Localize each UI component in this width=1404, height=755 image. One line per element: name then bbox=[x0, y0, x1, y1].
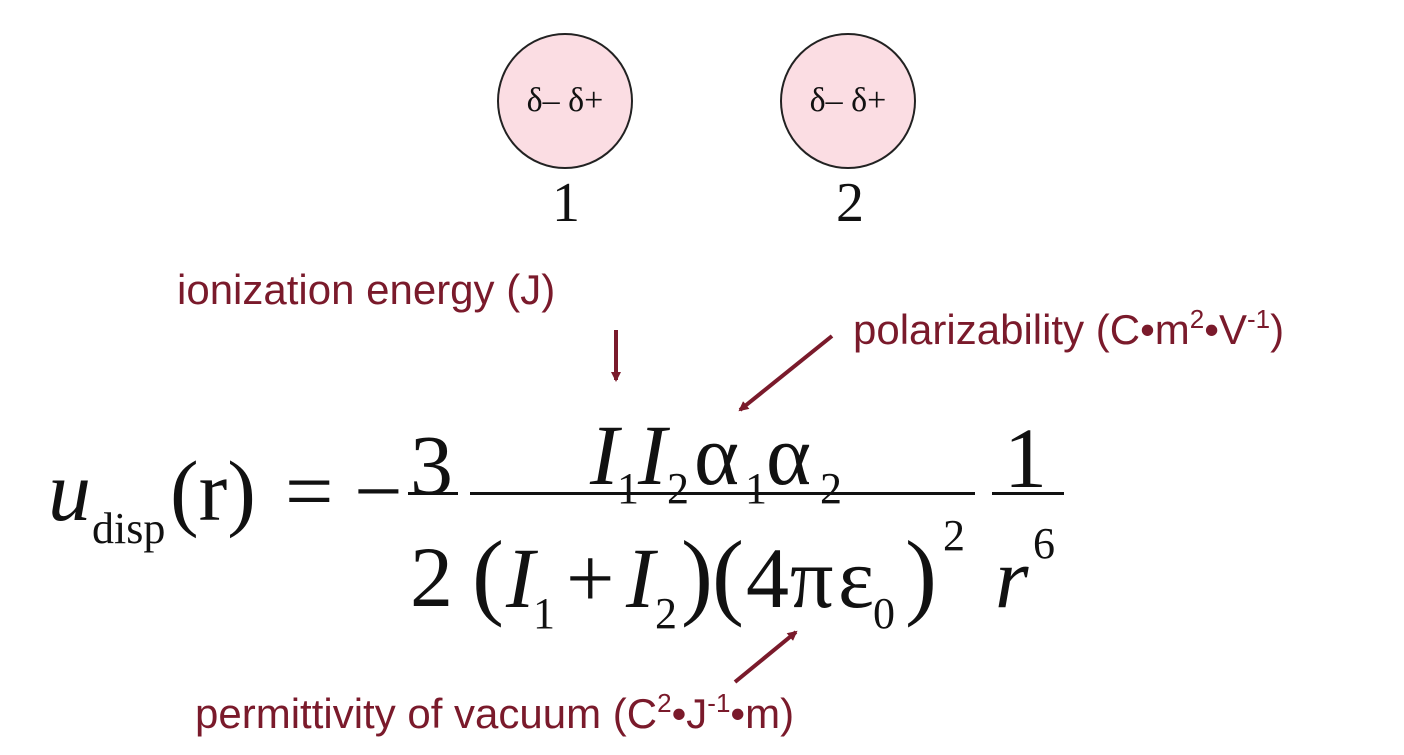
atom-1-charges: δ– δ+ bbox=[526, 82, 604, 119]
denominator-plus: + bbox=[566, 530, 615, 626]
last-fraction-bar bbox=[992, 492, 1064, 495]
atom-2-charges: δ– δ+ bbox=[809, 82, 887, 119]
lhs-arg-text: (r) bbox=[170, 443, 256, 539]
last-denominator-exponent: 6 bbox=[1033, 519, 1055, 568]
denominator-epsilon-sub: 0 bbox=[873, 589, 895, 638]
lhs-subscript: disp bbox=[92, 504, 166, 553]
permittivity-label: permittivity of vacuum (C2•J-1•m) bbox=[195, 690, 794, 738]
denominator-pi: π bbox=[790, 530, 834, 626]
atom-1: δ– δ+ bbox=[497, 33, 633, 169]
numerator-I2-sub: 2 bbox=[667, 464, 689, 513]
atom-2-number: 2 bbox=[836, 172, 864, 234]
lhs-symbol: u bbox=[48, 443, 91, 539]
atom-2: δ– δ+ bbox=[780, 33, 916, 169]
numerator-alpha2-sub: 2 bbox=[820, 464, 842, 513]
denominator-epsilon: ε bbox=[838, 530, 875, 626]
permittivity-sup-1: 2 bbox=[657, 688, 672, 718]
denominator-close-paren-1: ) bbox=[681, 521, 713, 628]
permittivity-sup-2: -1 bbox=[707, 688, 731, 718]
last-denominator-r: r bbox=[995, 530, 1029, 626]
numerator-I2: I bbox=[638, 407, 667, 503]
denominator-open-paren-1: ( bbox=[472, 521, 504, 628]
minus-sign: − bbox=[354, 443, 403, 539]
atom-1-number: 1 bbox=[552, 172, 580, 234]
denominator-I1-sub: 1 bbox=[533, 589, 555, 638]
denominator-four: 4 bbox=[746, 530, 789, 626]
main-fraction-bar bbox=[470, 492, 975, 495]
permittivity-arrow bbox=[733, 630, 798, 684]
equals-sign: = bbox=[285, 443, 334, 539]
coefficient-fraction-bar bbox=[408, 492, 458, 495]
polarizability-sup-2: -1 bbox=[1246, 304, 1271, 334]
numerator-alpha2: α bbox=[766, 407, 812, 503]
permittivity-end: •m) bbox=[730, 690, 795, 737]
polarizability-text: polarizability (C•m bbox=[853, 306, 1190, 353]
denominator-I1: I bbox=[506, 530, 535, 626]
polarizability-sup-1: 2 bbox=[1189, 304, 1205, 334]
last-numerator: 1 bbox=[1004, 410, 1047, 506]
numerator-alpha1: α bbox=[694, 407, 740, 503]
denominator-I2: I bbox=[626, 530, 655, 626]
permittivity-mid: •J bbox=[671, 690, 708, 737]
coefficient-numerator: 3 bbox=[410, 417, 453, 513]
polarizability-arrow bbox=[738, 334, 834, 412]
polarizability-label: polarizability (C•m2•V-1) bbox=[853, 306, 1284, 354]
denominator-open-paren-2: ( bbox=[712, 521, 744, 628]
polarizability-mid: •V bbox=[1204, 306, 1247, 353]
lhs-argument: (r) bbox=[170, 441, 256, 541]
denominator-I2-sub: 2 bbox=[655, 589, 677, 638]
ionization-energy-label: ionization energy (J) bbox=[177, 266, 556, 313]
polarizability-end: ) bbox=[1270, 306, 1285, 353]
numerator-I1: I bbox=[590, 407, 619, 503]
coefficient-denominator: 2 bbox=[410, 529, 453, 625]
numerator-I1-sub: 1 bbox=[617, 464, 639, 513]
permittivity-text: permittivity of vacuum (C bbox=[195, 690, 658, 737]
denominator-close-paren-2: ) bbox=[905, 521, 937, 628]
denominator-square: 2 bbox=[943, 511, 965, 560]
numerator-alpha1-sub: 1 bbox=[745, 464, 767, 513]
